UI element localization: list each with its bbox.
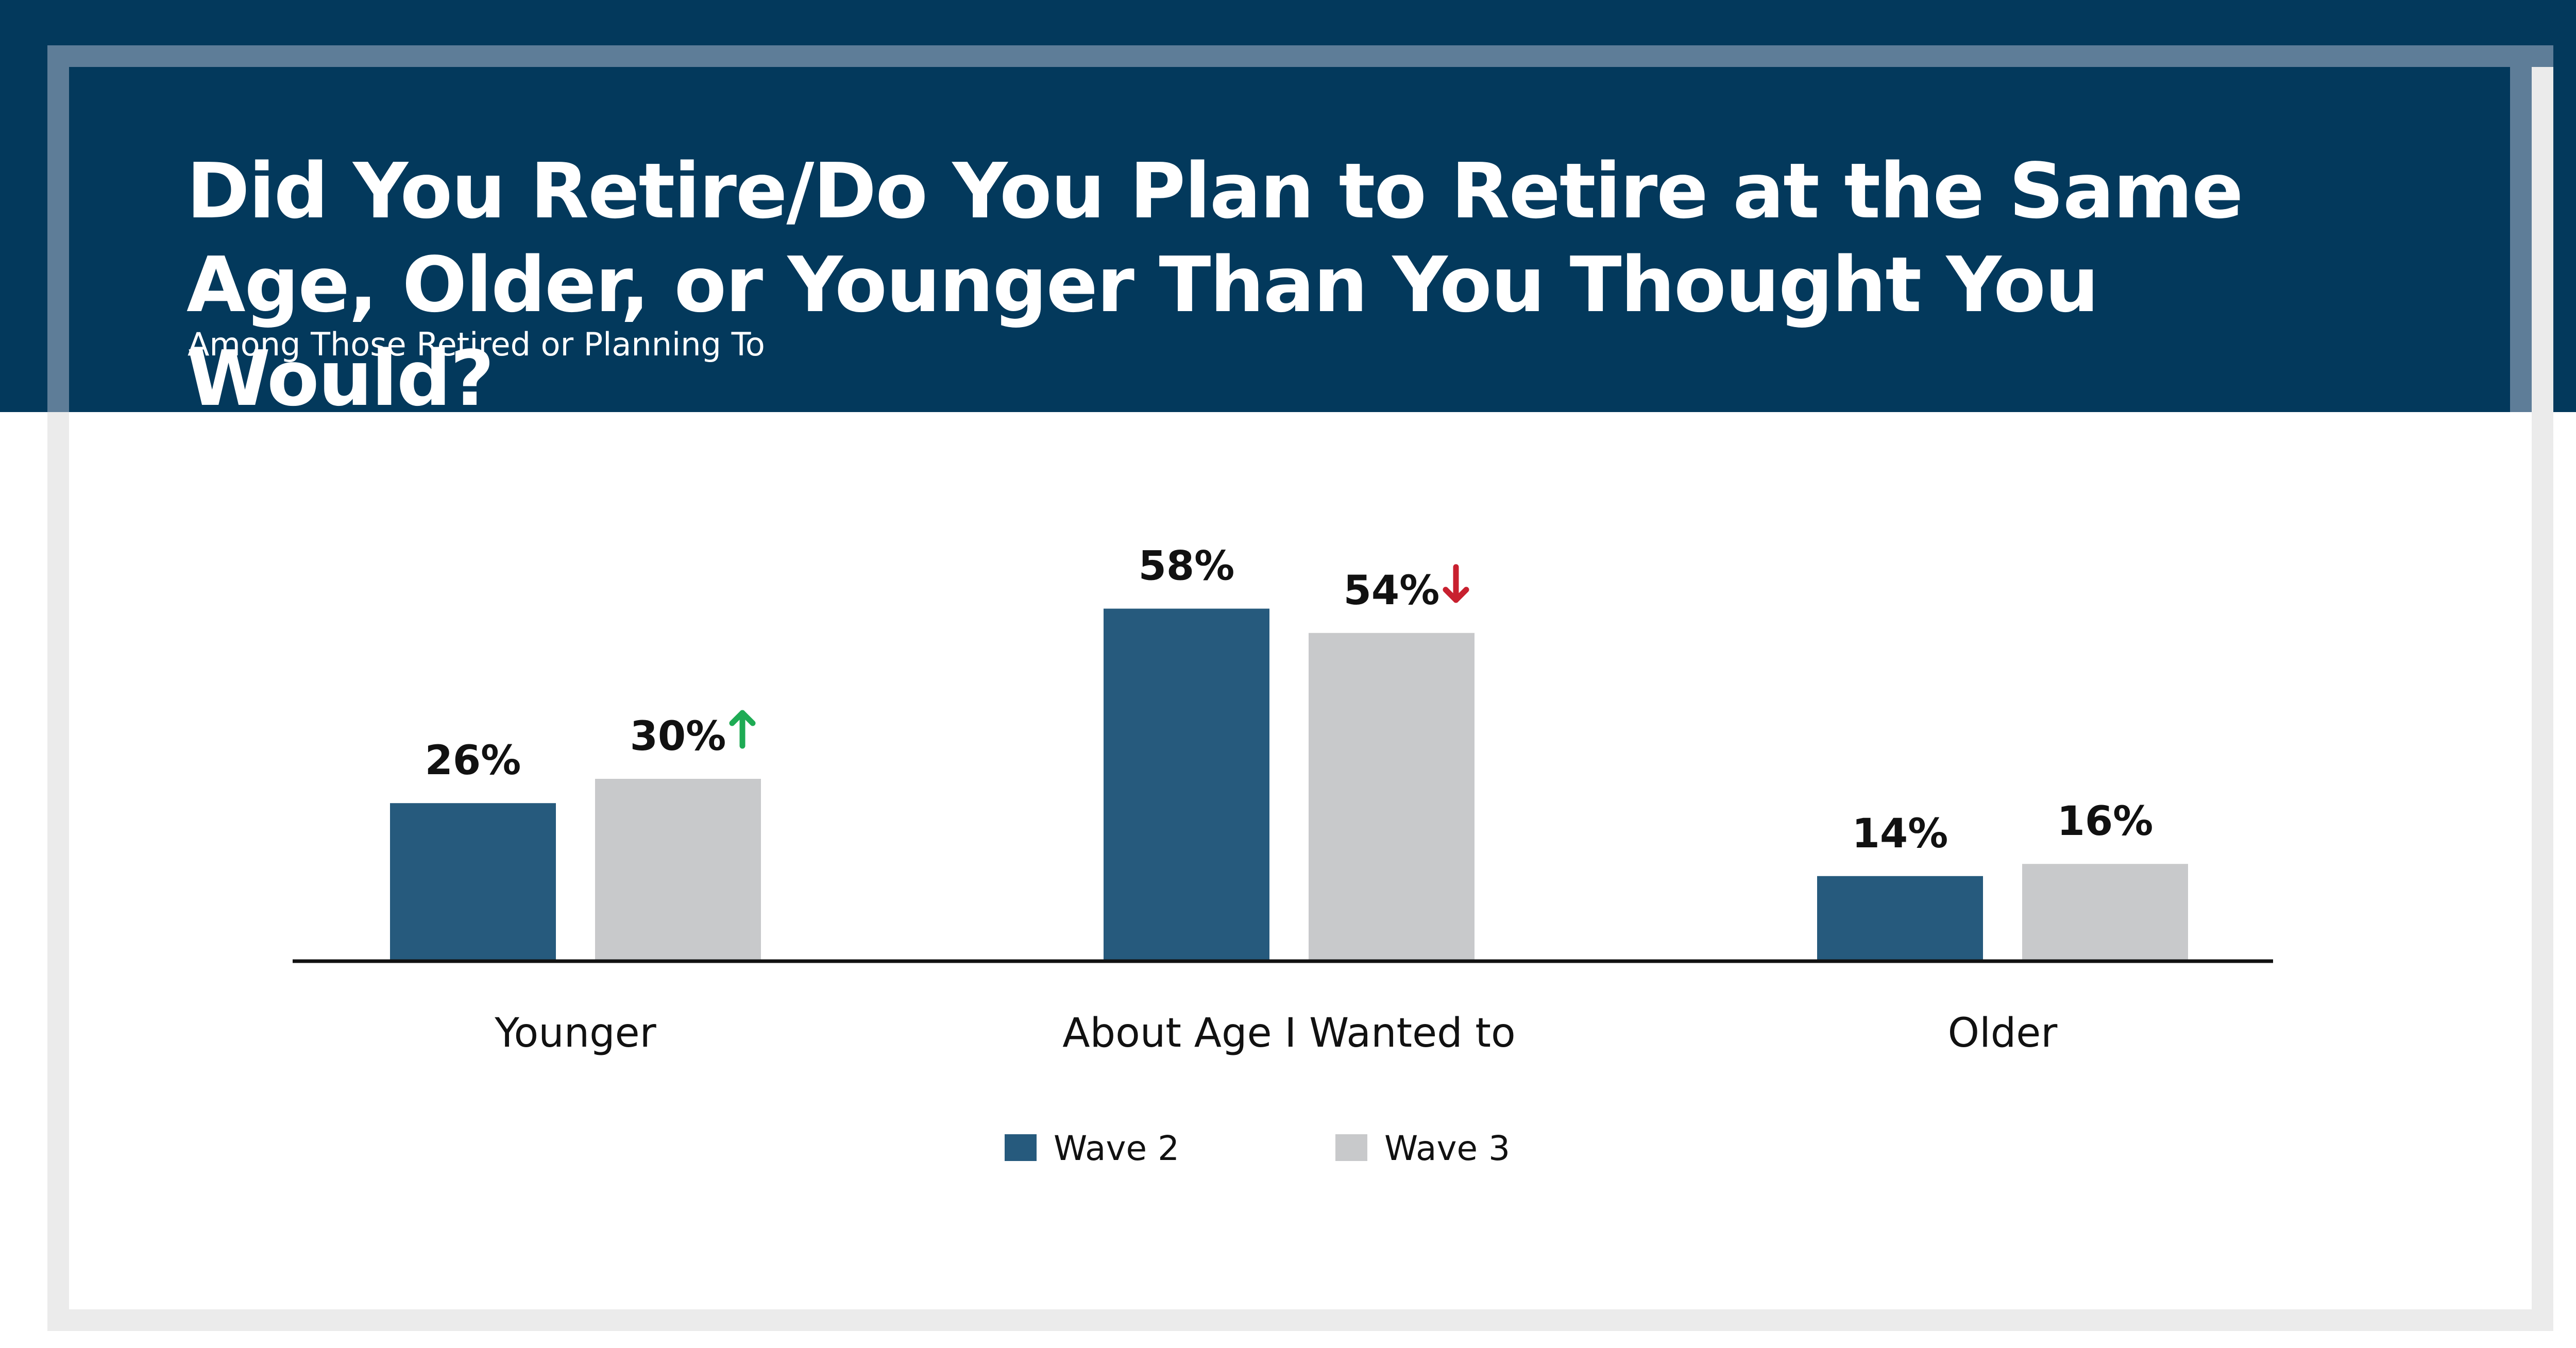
frame-border-left (47, 67, 69, 412)
arrow-down-icon (1443, 564, 1469, 603)
bar-younger-wave-2 (390, 803, 556, 961)
chart-subtitle: Among Those Retired or Planning To (188, 326, 765, 363)
value-label-older-wave-3: 16% (2057, 798, 2154, 845)
legend: Wave 2 Wave 3 (1005, 1129, 1510, 1168)
legend-label-wave-3: Wave 3 (1384, 1129, 1510, 1168)
frame-border-right (2510, 67, 2532, 412)
bars-layer (390, 608, 2188, 961)
bar-about-age-i-wanted-to-wave-3 (1309, 633, 1475, 961)
bar-younger-wave-3 (595, 779, 761, 961)
frame-border-top (47, 45, 2553, 67)
bar-about-age-i-wanted-to-wave-2 (1104, 608, 1269, 961)
value-label-younger-wave-2: 26% (425, 738, 521, 784)
header-band (0, 0, 2576, 412)
value-label-about-age-i-wanted-to-wave-3: 54% (1344, 568, 1440, 614)
category-label-older: Older (1948, 1010, 2058, 1056)
labels-layer: 26% 30% Younger 58% 54% About Age I Wanted to… (425, 543, 2154, 1056)
category-label-about-age-i-wanted-to: About Age I Wanted to (1062, 1010, 1515, 1056)
legend-label-wave-2: Wave 2 (1054, 1129, 1179, 1168)
category-label-younger: Younger (494, 1010, 656, 1056)
arrow-up-icon (729, 710, 756, 749)
value-label-older-wave-2: 14% (1852, 811, 1948, 857)
bar-older-wave-2 (1817, 876, 1983, 961)
chart-title: Did You Retire/Do You Plan to Retire at … (187, 147, 2243, 423)
legend-swatch-wave-3 (1335, 1134, 1367, 1161)
value-label-younger-wave-3: 30% (630, 713, 726, 760)
bar-older-wave-3 (2022, 864, 2188, 961)
legend-swatch-wave-2 (1005, 1134, 1037, 1161)
value-label-about-age-i-wanted-to-wave-2: 58% (1139, 543, 1235, 590)
